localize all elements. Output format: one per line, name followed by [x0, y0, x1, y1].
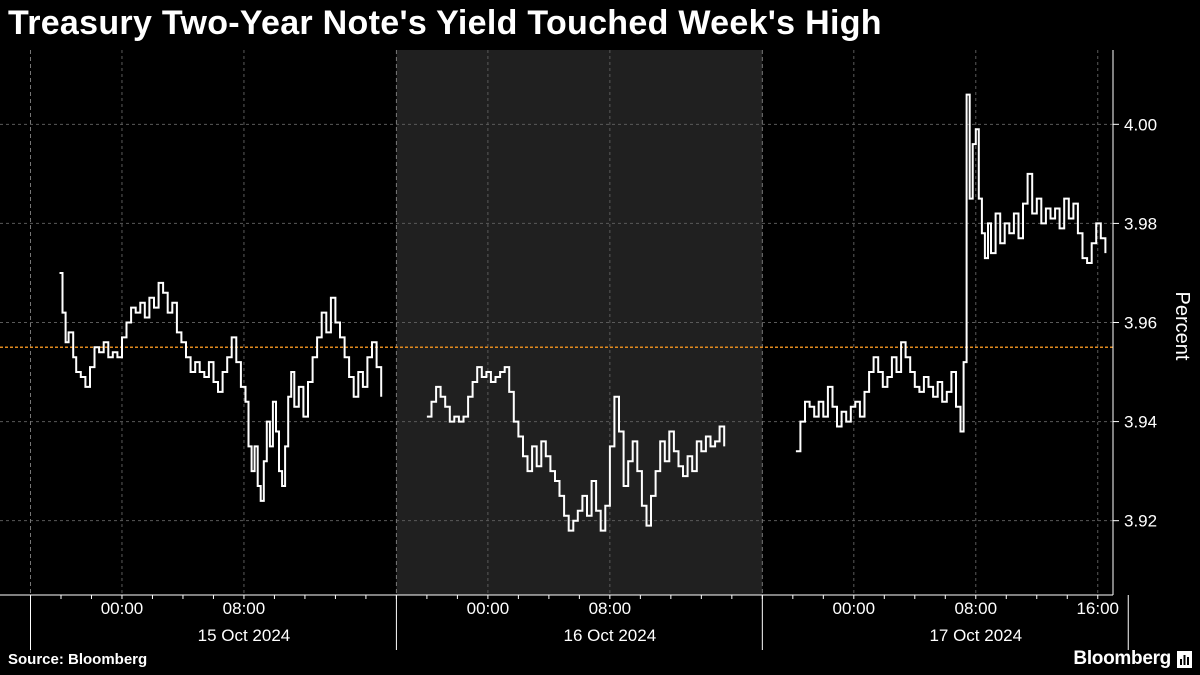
brand-logo: Bloomberg: [1073, 648, 1192, 670]
y-tick-label: 3.92: [1124, 512, 1157, 531]
series-segment: [795, 93, 1107, 453]
x-tick-label: 08:00: [955, 599, 998, 618]
y-tick-label: 4.00: [1124, 115, 1157, 134]
x-tick-label: 08:00: [223, 599, 266, 618]
x-tick-label: 00:00: [101, 599, 144, 618]
brand-name: Bloomberg: [1073, 648, 1171, 669]
y-tick-label: 3.94: [1124, 413, 1157, 432]
series-line: [59, 93, 1107, 532]
y-axis-title: Percent: [1171, 292, 1193, 361]
series-segment: [59, 272, 383, 502]
bloomberg-chart-icon: [1177, 650, 1192, 668]
x-tick-label: 00:00: [833, 599, 876, 618]
axes: [0, 50, 1129, 650]
x-tick-label: 00:00: [467, 599, 510, 618]
x-tick-label: 08:00: [589, 599, 632, 618]
chart-title: Treasury Two-Year Note's Yield Touched W…: [8, 4, 882, 42]
day-label: 15 Oct 2024: [198, 626, 291, 645]
y-tick-label: 3.98: [1124, 214, 1157, 233]
x-tick-label: 16:00: [1076, 599, 1119, 618]
day-label: 17 Oct 2024: [929, 626, 1022, 645]
tick-labels: 3.92 3.94 3.96 3.98 4.00 00:00 08:00 00:00 08:00…: [101, 115, 1193, 645]
series-segment: [426, 366, 726, 532]
source-note: Source: Bloomberg: [8, 651, 148, 668]
y-tick-label: 3.96: [1124, 314, 1157, 333]
day-label: 16 Oct 2024: [564, 626, 657, 645]
